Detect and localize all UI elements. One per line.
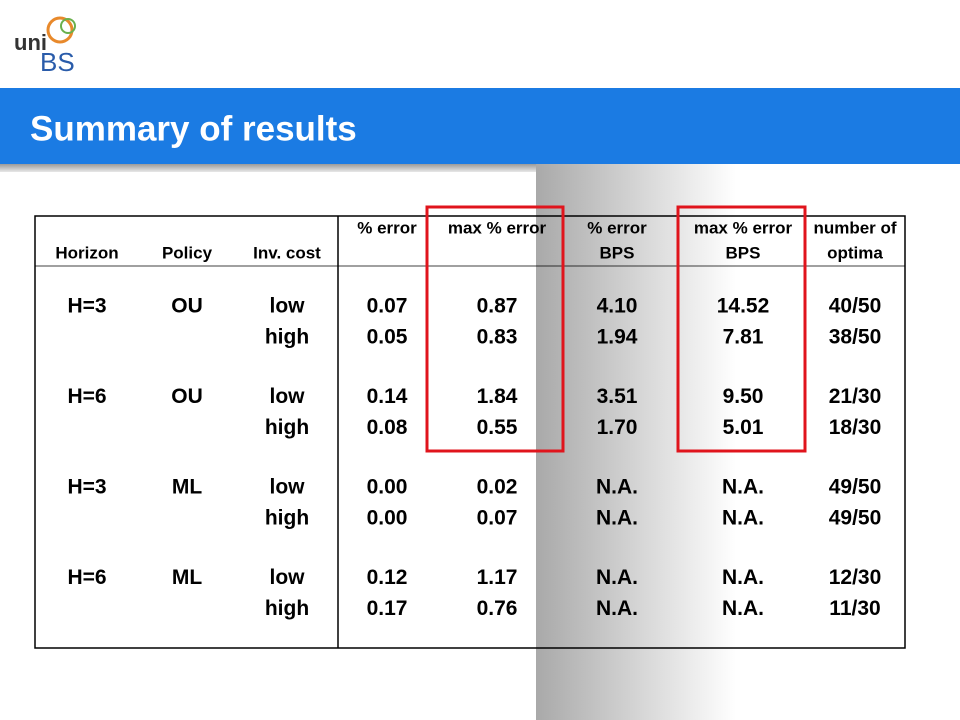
- column-header: number of: [813, 218, 896, 237]
- table-cell: 0.02: [477, 476, 518, 499]
- horizon-cell: H=3: [67, 295, 106, 318]
- policy-cell: ML: [172, 566, 202, 589]
- table-cell: 0.83: [477, 326, 518, 349]
- table-cell: 9.50: [723, 385, 764, 408]
- column-header: Horizon: [55, 243, 118, 262]
- table-cell: high: [265, 597, 309, 620]
- table-cell: 18/30: [829, 416, 882, 439]
- horizon-cell: H=6: [67, 385, 106, 408]
- table-cell: 12/30: [829, 566, 882, 589]
- logo-swirl: [60, 18, 76, 34]
- table-cell: high: [265, 507, 309, 530]
- table-cell: N.A.: [722, 566, 764, 589]
- table-cell: low: [270, 295, 306, 318]
- table-cell: 7.81: [723, 326, 764, 349]
- table-cell: 0.12: [367, 566, 408, 589]
- table-cell: 1.84: [477, 385, 518, 408]
- table-cell: low: [270, 566, 306, 589]
- gray-strip: [0, 164, 536, 172]
- highlight-box: [676, 205, 807, 453]
- policy-cell: ML: [172, 476, 202, 499]
- policy-cell: OU: [171, 385, 203, 408]
- horizon-cell: H=6: [67, 566, 106, 589]
- column-header: max % error: [448, 218, 547, 237]
- table-cell: 0.14: [367, 385, 408, 408]
- table-cell: 11/30: [829, 597, 880, 620]
- table-border: [34, 215, 906, 649]
- column-header: BPS: [600, 243, 635, 262]
- table-cell: 0.08: [367, 416, 408, 439]
- title-bar: [0, 88, 960, 164]
- table-cell: 21/30: [829, 385, 882, 408]
- column-header: Inv. cost: [253, 243, 321, 262]
- table-cell: N.A.: [596, 597, 638, 620]
- policy-cell: OU: [171, 295, 203, 318]
- gray-band: [536, 164, 736, 720]
- table-cell: 38/50: [829, 326, 882, 349]
- table-cell: N.A.: [596, 476, 638, 499]
- table-cell: 0.07: [477, 507, 518, 530]
- table-cell: 3.51: [597, 385, 638, 408]
- table-cell: 0.76: [477, 597, 518, 620]
- horizon-cell: H=3: [67, 476, 106, 499]
- table-cell: 0.05: [367, 326, 408, 349]
- table-cell: 0.00: [367, 476, 408, 499]
- slide-title: Summary of results: [30, 109, 357, 148]
- table-cell: 40/50: [829, 295, 882, 318]
- table-cell: 4.10: [597, 295, 638, 318]
- table-cell: 0.00: [367, 507, 408, 530]
- column-header: % error: [587, 218, 647, 237]
- column-header: max % error: [694, 218, 793, 237]
- table-cell: 0.07: [367, 295, 408, 318]
- table-cell: 0.17: [367, 597, 408, 620]
- table-cell: 5.01: [723, 416, 764, 439]
- column-header: optima: [827, 243, 883, 262]
- logo-swirl: [46, 16, 74, 44]
- table-cell: 49/50: [829, 507, 882, 530]
- column-header: Policy: [162, 243, 213, 262]
- table-cell: N.A.: [722, 507, 764, 530]
- table-cell: 1.17: [477, 566, 518, 589]
- table-cell: high: [265, 326, 309, 349]
- table-cell: 0.55: [477, 416, 518, 439]
- column-header: % error: [357, 218, 417, 237]
- table-cell: N.A.: [722, 597, 764, 620]
- table-cell: low: [270, 385, 306, 408]
- table-cell: high: [265, 416, 309, 439]
- table-cell: 49/50: [829, 476, 882, 499]
- column-header: BPS: [726, 243, 761, 262]
- logo-text: uni: [14, 30, 47, 55]
- highlight-box: [425, 205, 565, 453]
- table-cell: N.A.: [722, 476, 764, 499]
- logo-text: BS: [40, 47, 75, 77]
- table-cell: 14.52: [717, 295, 770, 318]
- table-cell: 1.70: [597, 416, 638, 439]
- table-cell: 1.94: [597, 326, 638, 349]
- table-cell: N.A.: [596, 566, 638, 589]
- table-cell: 0.87: [477, 295, 518, 318]
- table-cell: N.A.: [596, 507, 638, 530]
- table-cell: low: [270, 476, 306, 499]
